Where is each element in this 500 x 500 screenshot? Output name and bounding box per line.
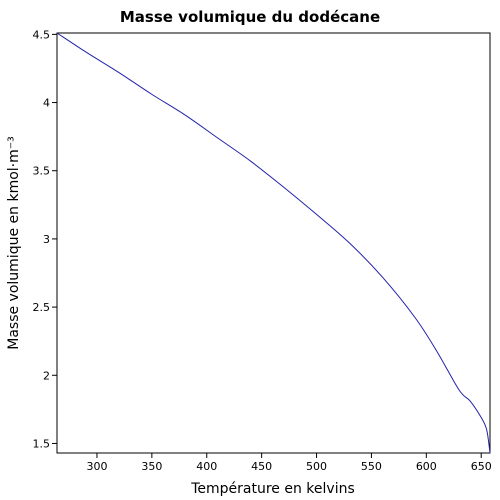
x-tick-label: 650 bbox=[471, 460, 492, 473]
plot-area bbox=[56, 32, 491, 454]
chart-title: Masse volumique du dodécane bbox=[120, 8, 380, 26]
x-axis-label: Température en kelvins bbox=[190, 481, 355, 497]
y-tick-label: 4 bbox=[43, 97, 50, 110]
x-tick-label: 300 bbox=[86, 460, 107, 473]
density-line bbox=[56, 32, 491, 454]
y-axis-label: Masse volumique en kmol·m⁻³ bbox=[6, 136, 22, 350]
x-tick-label: 350 bbox=[141, 460, 162, 473]
x-tick-label: 550 bbox=[361, 460, 382, 473]
y-tick-label: 2.5 bbox=[33, 301, 51, 314]
y-tick-label: 3 bbox=[43, 233, 50, 246]
y-tick-label: 3.5 bbox=[33, 165, 51, 178]
x-tick-label: 400 bbox=[196, 460, 217, 473]
x-tick-label: 500 bbox=[306, 460, 327, 473]
y-tick-label: 2 bbox=[43, 369, 50, 382]
x-axis: 300 350 400 450 500 550 600 650 bbox=[86, 453, 492, 473]
x-tick-label: 450 bbox=[251, 460, 272, 473]
y-axis: 1.5 2 2.5 3 3.5 4 4.5 bbox=[33, 28, 57, 450]
y-tick-label: 4.5 bbox=[33, 28, 51, 41]
x-tick-label: 600 bbox=[416, 460, 437, 473]
y-tick-label: 1.5 bbox=[33, 437, 51, 450]
